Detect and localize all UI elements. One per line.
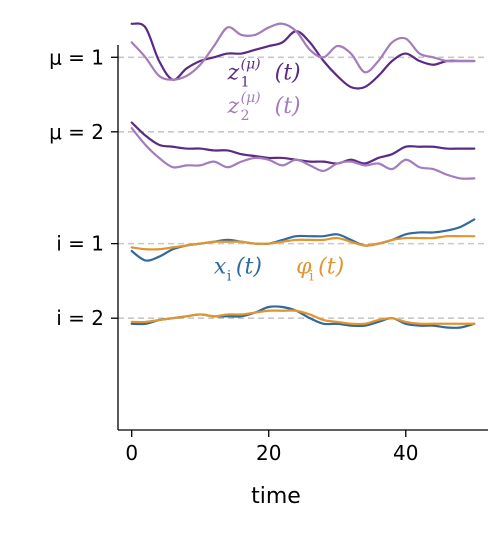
annotation-phi: φi (t) <box>296 254 344 284</box>
annotation-x-suffix: (t) <box>236 254 262 279</box>
annotation-z2-sup: (μ) <box>241 90 261 106</box>
annotation-z2: z (μ) 2 (t) <box>227 90 301 124</box>
annotation-z1-sup: (μ) <box>241 57 261 73</box>
y-tick-group: μ = 1 μ = 2 i = 1 i = 2 <box>49 45 118 330</box>
x-tick-label-0: 0 <box>125 441 138 465</box>
axes-group <box>117 45 488 431</box>
series-group <box>130 22 476 329</box>
annotation-group: z (μ)1 (t)z (μ)2 (t)x i (t) φi (t) <box>214 57 344 285</box>
y-tick-label-0: μ = 1 <box>49 45 104 69</box>
y-tick-label-1: μ = 2 <box>49 120 104 144</box>
annotation-z1: z (μ) 1 (t) <box>227 57 301 91</box>
annotation-z2-suffix: (t) <box>275 94 301 119</box>
annotation-z2-sub: 2 <box>241 108 250 124</box>
series-line-0 <box>130 22 476 90</box>
series-line-7 <box>130 309 476 326</box>
annotation-z2-symbol: z <box>227 94 240 119</box>
x-axis-label: time <box>251 484 301 509</box>
annotation-phi-symbol: φ <box>296 254 312 279</box>
annotation-phi-sub: i <box>309 268 314 284</box>
x-tick-label-2: 40 <box>393 441 418 465</box>
series-line-1 <box>130 22 476 81</box>
annotation-phi-suffix: (t) <box>318 254 344 279</box>
annotation-x-sub: i <box>227 268 232 284</box>
y-tick-label-2: i = 1 <box>56 232 104 256</box>
annotation-x-symbol: x <box>214 254 227 279</box>
series-line-2 <box>130 121 476 165</box>
x-tick-group: 0 20 40 <box>125 430 419 465</box>
series-line-5 <box>130 234 476 251</box>
x-tick-label-1: 20 <box>256 441 281 465</box>
series-line-3 <box>130 126 476 180</box>
annotation-z1-symbol: z <box>227 61 240 86</box>
annotation-x: x i (t) <box>214 254 262 284</box>
y-tick-label-3: i = 2 <box>56 306 104 330</box>
annotation-z1-suffix: (t) <box>275 61 301 86</box>
annotation-z1-sub: 1 <box>241 75 250 91</box>
